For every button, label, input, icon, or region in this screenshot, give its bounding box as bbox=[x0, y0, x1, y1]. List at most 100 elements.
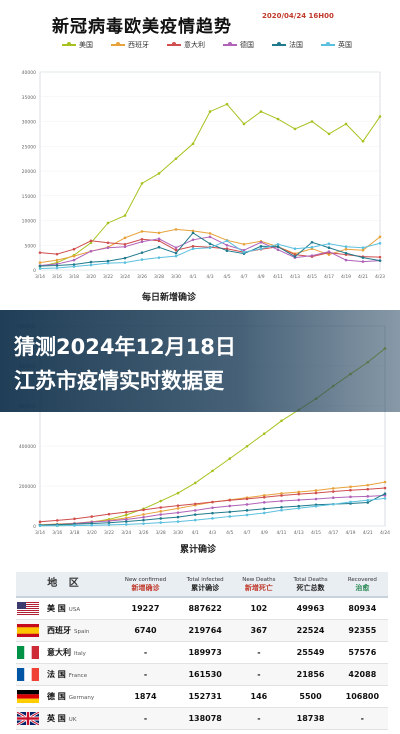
data-point bbox=[242, 250, 246, 254]
data-point bbox=[193, 502, 197, 506]
legend-label: 美国 bbox=[79, 41, 93, 49]
x-tick-label: 4/3 bbox=[206, 274, 213, 280]
legend-item: 法国 bbox=[272, 40, 303, 50]
cell-new-deaths: - bbox=[233, 707, 285, 730]
data-point bbox=[107, 519, 111, 523]
cumulative-chart-caption: 累计确诊 bbox=[180, 542, 216, 555]
flag-us-icon bbox=[17, 602, 39, 615]
x-tick-label: 4/7 bbox=[240, 274, 247, 280]
x-tick-label: 3/20 bbox=[87, 530, 97, 536]
data-point bbox=[157, 245, 161, 249]
data-point bbox=[242, 248, 246, 252]
x-tick-label: 3/16 bbox=[52, 530, 62, 536]
x-tick-label: 4/17 bbox=[328, 530, 338, 536]
data-point bbox=[228, 515, 232, 518]
data-point bbox=[176, 511, 180, 514]
data-point bbox=[72, 254, 76, 258]
data-point bbox=[176, 504, 180, 507]
headline-text: 猜测2024年12月18日 江苏市疫情实时数据更 bbox=[14, 330, 400, 398]
x-tick-label: 4/13 bbox=[294, 530, 304, 536]
cell-total-deaths: 21856 bbox=[284, 663, 337, 686]
data-point bbox=[55, 258, 59, 262]
x-tick-label: 3/14 bbox=[35, 274, 45, 280]
country-name: 英 国 bbox=[47, 714, 66, 723]
legend-item: 美国 bbox=[62, 40, 93, 50]
data-point bbox=[331, 502, 335, 506]
data-point bbox=[142, 513, 145, 516]
x-tick-label: 3/26 bbox=[137, 274, 147, 280]
y-tick-label: 20000 bbox=[22, 169, 36, 175]
data-point bbox=[90, 523, 94, 527]
data-point bbox=[327, 250, 331, 253]
cell-total-deaths: 49963 bbox=[284, 597, 337, 620]
cell-total: 219764 bbox=[176, 619, 234, 642]
data-point bbox=[142, 508, 145, 512]
country-cell: 法 国 France bbox=[16, 663, 114, 686]
header-recovered-cn: 治愈 bbox=[355, 584, 370, 592]
data-point bbox=[361, 140, 365, 143]
data-point bbox=[89, 239, 93, 243]
data-point bbox=[293, 247, 297, 251]
cell-new-deaths: - bbox=[233, 641, 285, 664]
y-tick-label: 15000 bbox=[22, 194, 36, 200]
data-point bbox=[383, 480, 387, 484]
cell-new-confirmed: 6740 bbox=[114, 619, 177, 642]
date-label: 2020/04/24 16H00 bbox=[262, 12, 334, 20]
y-tick-label: 25000 bbox=[22, 144, 36, 150]
data-point bbox=[55, 519, 59, 522]
data-point bbox=[106, 221, 110, 225]
y-tick-label: 200000 bbox=[19, 484, 36, 490]
data-point bbox=[361, 246, 365, 250]
data-point bbox=[297, 498, 301, 502]
header-recovered: Recovered 治愈 bbox=[336, 572, 388, 598]
data-point bbox=[38, 524, 42, 528]
data-point bbox=[106, 241, 110, 245]
x-tick-label: 3/14 bbox=[35, 530, 45, 536]
header-total-deaths: Total Deaths 死亡总数 bbox=[284, 572, 337, 598]
data-point bbox=[331, 490, 335, 493]
legend-item: 西班牙 bbox=[111, 40, 149, 50]
data-point bbox=[90, 515, 94, 518]
data-point bbox=[314, 491, 318, 495]
data-point bbox=[262, 432, 266, 436]
data-point bbox=[211, 469, 214, 473]
header-area: 地 区 bbox=[16, 572, 114, 598]
data-point bbox=[140, 240, 144, 244]
data-point bbox=[89, 249, 93, 253]
data-point bbox=[276, 117, 280, 121]
data-point bbox=[327, 132, 331, 136]
data-point bbox=[225, 243, 229, 247]
cell-total: 189973 bbox=[176, 641, 234, 664]
data-point bbox=[366, 501, 370, 504]
cell-total-deaths: 18738 bbox=[284, 707, 337, 730]
data-point bbox=[280, 492, 283, 495]
data-point bbox=[378, 255, 382, 259]
legend-swatch bbox=[223, 42, 237, 46]
x-tick-label: 3/26 bbox=[138, 530, 148, 536]
cell-new-confirmed: - bbox=[114, 707, 177, 730]
data-point bbox=[176, 520, 180, 523]
legend-swatch bbox=[111, 42, 125, 46]
y-tick-label: 40000 bbox=[22, 70, 36, 76]
data-point bbox=[55, 524, 59, 527]
cell-recovered: 80934 bbox=[336, 597, 388, 620]
data-point bbox=[366, 487, 370, 491]
data-point bbox=[123, 261, 127, 264]
header-recovered-en: Recovered bbox=[347, 577, 377, 583]
x-tick-label: 4/24 bbox=[380, 530, 390, 536]
cell-total-deaths: 25549 bbox=[284, 641, 337, 664]
data-point bbox=[225, 239, 229, 243]
data-point bbox=[176, 515, 180, 519]
x-tick-label: 4/7 bbox=[243, 530, 250, 536]
data-point bbox=[361, 256, 365, 259]
data-point bbox=[297, 506, 301, 510]
data-point bbox=[349, 495, 352, 499]
data-point bbox=[157, 231, 161, 235]
data-point bbox=[193, 481, 197, 485]
cell-total-deaths: 22524 bbox=[284, 619, 337, 642]
data-point bbox=[174, 157, 178, 160]
data-point bbox=[123, 245, 127, 249]
x-tick-label: 4/15 bbox=[311, 530, 321, 536]
data-point bbox=[140, 258, 144, 261]
table-row: 美 国 USA 19227 887622 102 49963 80934 bbox=[16, 597, 388, 620]
